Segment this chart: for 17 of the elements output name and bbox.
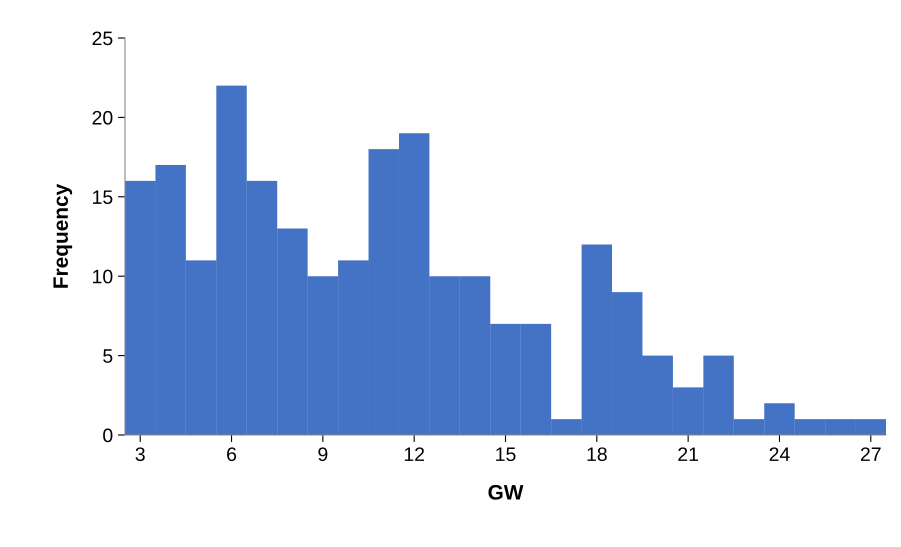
y-tick-label: 10: [93, 270, 112, 284]
y-tick-label: 25: [92, 31, 112, 46]
x-axis-title: GW: [488, 484, 524, 500]
x-tick-label: 9: [318, 447, 328, 462]
x-tick-label: 21: [678, 447, 698, 461]
x-tick-label: 18: [587, 447, 607, 462]
y-tick-label: 20: [92, 110, 112, 125]
x-tick-label: 27: [860, 447, 881, 461]
y-axis-title: Frequency: [53, 184, 72, 288]
x-tick-label: 3: [136, 447, 145, 462]
x-tick-label: 12: [404, 447, 424, 461]
y-tick-label: 5: [103, 349, 112, 363]
y-tick-label: 15: [93, 190, 112, 204]
y-tick-label: 0: [103, 428, 112, 442]
x-tick-label: 6: [227, 447, 236, 462]
x-tick-label: 15: [496, 448, 516, 462]
x-tick-label: 24: [770, 447, 790, 461]
